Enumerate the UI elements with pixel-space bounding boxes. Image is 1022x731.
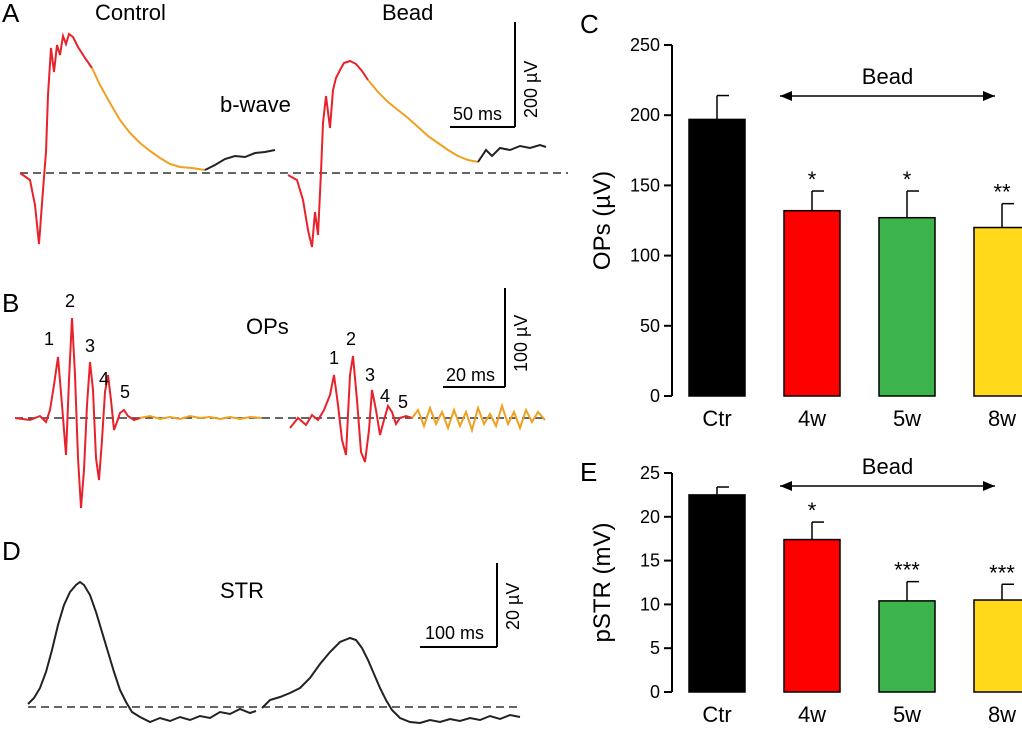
- control-label: Control: [95, 0, 166, 25]
- chart-c-category-label: Ctr: [702, 406, 731, 431]
- bead-label: Bead: [382, 0, 433, 25]
- chart-e-y-tick-label: 0: [650, 682, 660, 702]
- chart-c-category-label: 8w: [988, 406, 1016, 431]
- scalebar-d-amp-label: 20 µV: [503, 583, 523, 630]
- chart-c: 0 50 100 150 200 250 OPs (µV) Ctr * 4w * 5w ** 8w Bead: [589, 35, 1022, 431]
- chart-e-significance: *: [808, 498, 817, 523]
- scalebar-b-time-label: 20 ms: [446, 365, 495, 385]
- scalebar-d-time-label: 100 ms: [425, 623, 484, 643]
- trace-a-control-black: [204, 149, 276, 171]
- chart-e-y-tick-label: 20: [640, 507, 660, 527]
- trace-d-control: [27, 580, 257, 724]
- panel-letter-b: B: [2, 288, 19, 318]
- chart-c-significance: *: [808, 167, 817, 192]
- bwave-label: b-wave: [220, 92, 291, 117]
- chart-e-category-label: Ctr: [702, 702, 731, 727]
- chart-c-significance: *: [903, 167, 912, 192]
- op-number-3-bead: 3: [365, 365, 375, 385]
- trace-b-control-orange: [139, 414, 263, 421]
- chart-e-y-tick-label: 5: [650, 638, 660, 658]
- scalebar-b-amp-label: 100 µV: [511, 315, 531, 372]
- trace-b-control-red: [14, 317, 141, 509]
- chart-c-y-tick-label: 200: [630, 105, 660, 125]
- panel-letter-e: E: [580, 457, 597, 487]
- chart-c-y-tick-label: 150: [630, 175, 660, 195]
- chart-e-significance: ***: [989, 560, 1015, 585]
- panel-d: D STR 100 ms 20 µV: [2, 536, 523, 725]
- chart-c-category-label: 4w: [798, 406, 826, 431]
- chart-c-bar-8w: [973, 226, 1022, 397]
- panel-letter-c: C: [580, 9, 599, 39]
- trace-a-bead-orange: [367, 79, 479, 163]
- chart-c-bar-5w: [878, 216, 936, 397]
- str-title: STR: [220, 578, 264, 603]
- chart-e-category-label: 4w: [798, 702, 826, 727]
- trace-d-bead: [261, 636, 521, 725]
- op-number-5-control: 5: [120, 382, 130, 402]
- chart-c-y-tick-label: 100: [630, 246, 660, 266]
- chart-c-bar-ctr: [688, 118, 746, 397]
- chart-e-y-tick-label: 10: [640, 594, 660, 614]
- chart-e-significance: ***: [894, 558, 920, 583]
- chart-c-bar-4w: [783, 209, 841, 397]
- chart-e-category-label: 8w: [988, 702, 1016, 727]
- chart-e-range-label: Bead: [862, 454, 913, 479]
- chart-e-bar-4w: [783, 538, 841, 693]
- op-number-2-control: 2: [65, 291, 75, 311]
- op-number-5-bead: 5: [398, 392, 408, 412]
- panel-a: A Control Bead b-wave 50 ms 200 µV: [2, 0, 568, 248]
- trace-a-bead-black: [477, 143, 547, 163]
- chart-c-category-label: 5w: [893, 406, 921, 431]
- ops-title: OPs: [246, 314, 289, 339]
- chart-e-category-label: 5w: [893, 702, 921, 727]
- chart-e-bar-5w: [878, 600, 936, 693]
- trace-a-bead-red: [287, 59, 369, 248]
- panel-b: B OPs 20 ms 100 µV 1 2 3 4 5 1 2 3 4 5: [2, 288, 546, 509]
- panel-e: E 0 5 10 15 20 25 pSTR (mV) Ctr * 4w *** 5w *** 8w Bea…: [580, 454, 1022, 727]
- chart-c-range-arrow-head-left: [780, 91, 792, 101]
- chart-c-range-arrow-head-right: [983, 91, 995, 101]
- op-number-1-control: 1: [44, 329, 54, 349]
- panel-letter-d: D: [2, 536, 21, 566]
- op-number-2-bead: 2: [346, 329, 356, 349]
- chart-e-range-arrow-head-right: [983, 481, 995, 491]
- scalebar-a-amp-label: 200 µV: [521, 61, 541, 118]
- op-number-1-bead: 1: [329, 348, 339, 368]
- chart-e-y-tick-label: 25: [640, 463, 660, 483]
- chart-c-y-axis-title: OPs (µV): [589, 171, 616, 270]
- chart-e-y-axis-title: pSTR (mV): [589, 523, 616, 643]
- chart-c-significance: **: [993, 180, 1011, 205]
- chart-e-bar-8w: [973, 599, 1022, 693]
- chart-c-y-tick-label: 50: [640, 316, 660, 336]
- op-number-3-control: 3: [85, 336, 95, 356]
- chart-e-y-tick-label: 15: [640, 551, 660, 571]
- scalebar-a-time-label: 50 ms: [453, 104, 502, 124]
- chart-e-bar-ctr: [688, 494, 746, 693]
- panel-c: C 0 50 100 150 200 250 OPs (µV) Ctr * 4w * 5w ** 8w Be…: [580, 9, 1022, 431]
- chart-c-y-tick-label: 0: [650, 386, 660, 406]
- chart-e: 0 5 10 15 20 25 pSTR (mV) Ctr * 4w *** 5w *** 8w Bead: [589, 454, 1022, 727]
- trace-a-control-orange: [91, 67, 206, 171]
- trace-b-bead-red: [289, 355, 413, 463]
- chart-e-range-arrow-head-left: [780, 481, 792, 491]
- chart-c-y-tick-label: 250: [630, 35, 660, 55]
- op-number-4-bead: 4: [380, 386, 390, 406]
- op-number-4-control: 4: [99, 369, 109, 389]
- trace-a-control-red: [19, 32, 93, 245]
- chart-c-range-label: Bead: [862, 64, 913, 89]
- trace-b-bead-orange: [411, 402, 546, 434]
- panel-letter-a: A: [2, 0, 20, 28]
